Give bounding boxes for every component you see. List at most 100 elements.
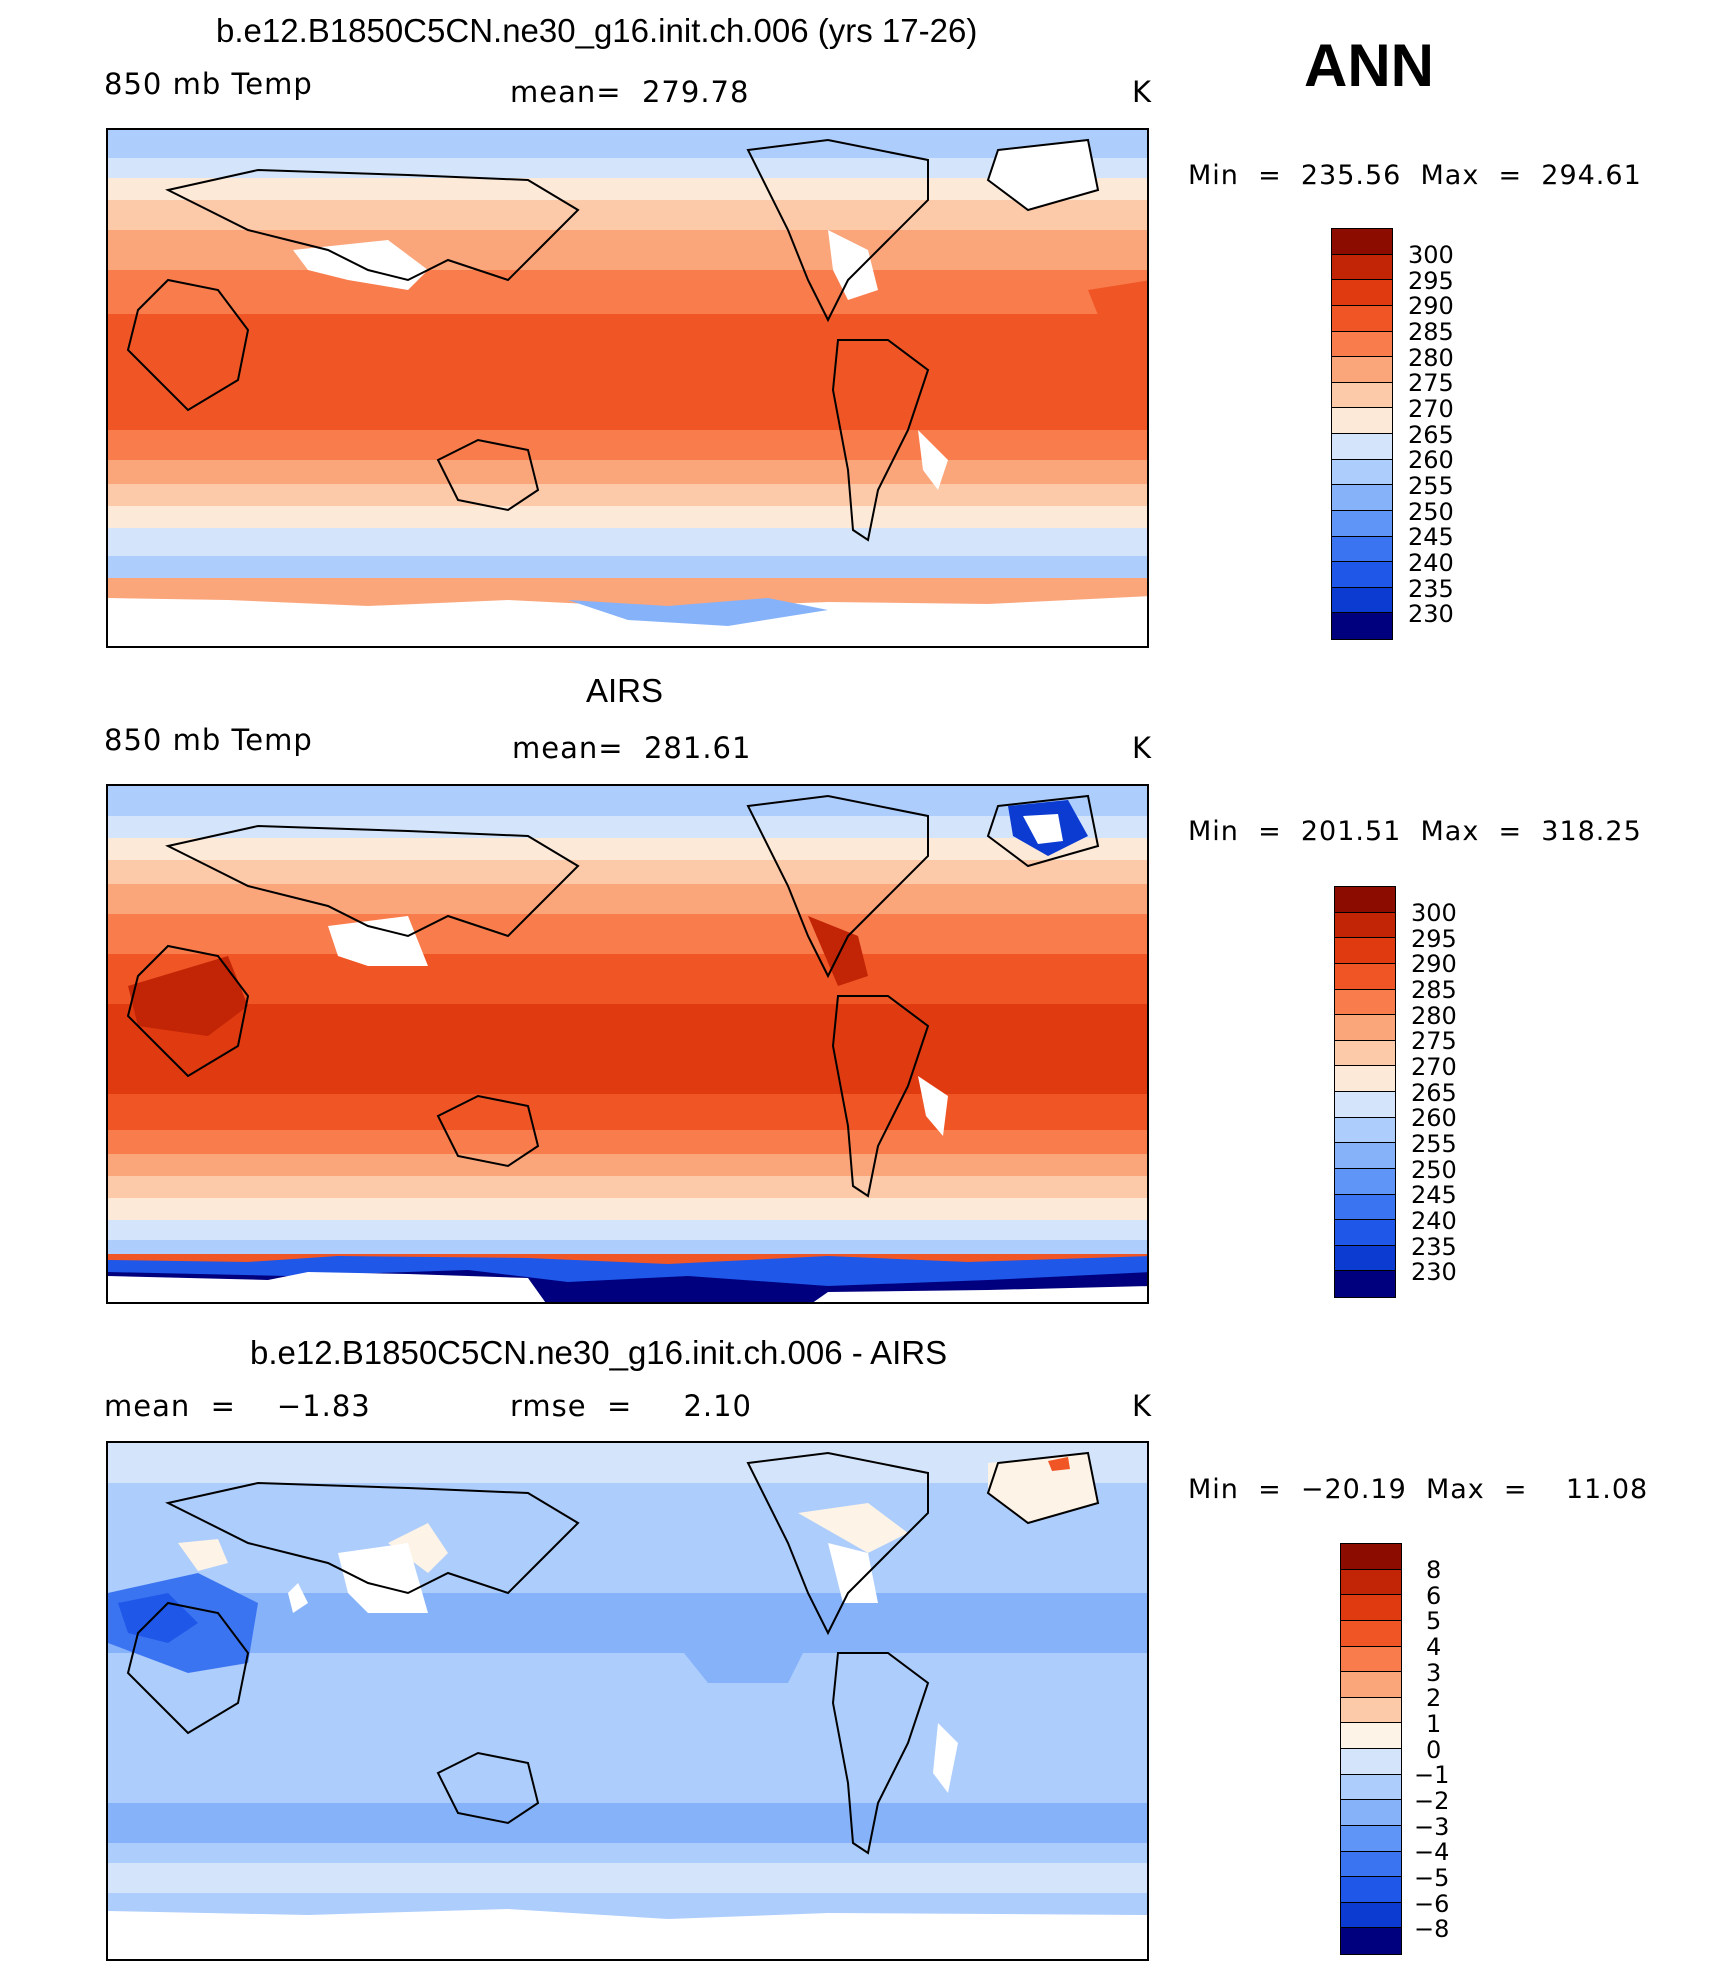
panel3-colorbar-bin: [1341, 1569, 1401, 1596]
panel1-colorbar-bin: [1332, 305, 1392, 332]
panel3-colorbar-bin: [1341, 1800, 1401, 1826]
panel3-colorbar-tick: −1: [1414, 1761, 1450, 1789]
panel3-colorbar-bin: [1341, 1595, 1401, 1621]
panel3-colorbar-tick: −8: [1414, 1915, 1450, 1943]
panel2-colorbar-tick: 230: [1411, 1258, 1457, 1286]
panel3-colorbar-bin: [1341, 1749, 1401, 1775]
panel2-colorbar-tick: 235: [1411, 1233, 1457, 1261]
panel1-colorbar-tick: 265: [1408, 421, 1454, 449]
panel2-colorbar-tick: 295: [1411, 925, 1457, 953]
panel1-colorbar-bin: [1332, 613, 1392, 639]
panel3-colorbar-bin: [1341, 1697, 1401, 1724]
panel3-colorbar-tick: −2: [1414, 1787, 1450, 1815]
panel3-colorbar-tick: 3: [1426, 1659, 1442, 1687]
panel1-colorbar-bin: [1332, 382, 1392, 409]
panel1-map: [106, 128, 1149, 648]
panel2-colorbar-bin: [1335, 1245, 1395, 1272]
panel2-colorbar-bin: [1335, 1168, 1395, 1195]
panel2-colorbar-bin: [1335, 989, 1395, 1016]
panel1-colorbar-bin: [1332, 562, 1392, 588]
panel2-units: K: [1132, 731, 1153, 765]
panel3-colorbar-tick: 4: [1426, 1633, 1442, 1661]
panel2-map: [106, 784, 1149, 1304]
panel2-colorbar-tick: 250: [1411, 1156, 1457, 1184]
panel2-colorbar-bin: [1335, 912, 1395, 939]
panel1-colorbar-tick: 240: [1408, 549, 1454, 577]
panel1-variable-label: 850 mb Temp: [104, 67, 313, 101]
panel1-colorbar-tick: 300: [1408, 241, 1454, 269]
panel2-colorbar-bin: [1335, 1117, 1395, 1144]
panel2-colorbar-tick: 260: [1411, 1104, 1457, 1132]
panel1-colorbar-bin: [1332, 280, 1392, 306]
panel2-colorbar-bin: [1335, 938, 1395, 964]
panel3-minmax: Min = −20.19 Max = 11.08: [1188, 1474, 1649, 1505]
panel3-colorbar-bin: [1341, 1646, 1401, 1673]
panel1-colorbar-bin: [1332, 357, 1392, 383]
panel2-colorbar-bin: [1335, 1015, 1395, 1041]
panel3-colorbar-tick: −6: [1414, 1890, 1450, 1918]
panel2-colorbar-tick: 265: [1411, 1079, 1457, 1107]
panel2-colorbar-tick: 255: [1411, 1130, 1457, 1158]
panel1-colorbar-bin: [1332, 434, 1392, 460]
panel3-colorbar-tick: 8: [1426, 1556, 1442, 1584]
panel3-colorbar: [1340, 1543, 1402, 1955]
panel1-colorbar-tick: 270: [1408, 395, 1454, 423]
panel3-colorbar-bin: [1341, 1672, 1401, 1698]
panel2-colorbar-bin: [1335, 1092, 1395, 1118]
panel1-colorbar-bin: [1332, 459, 1392, 486]
season-label: ANN: [1304, 32, 1434, 99]
panel1-colorbar-tick: 235: [1408, 575, 1454, 603]
panel1-colorbar-tick: 250: [1408, 498, 1454, 526]
panel1-map-svg: [108, 130, 1147, 646]
panel3-colorbar-bin: [1341, 1723, 1401, 1749]
panel2-colorbar-bin: [1335, 1040, 1395, 1067]
panel2-colorbar-tick: 270: [1411, 1053, 1457, 1081]
panel2-colorbar-tick: 240: [1411, 1207, 1457, 1235]
panel3-colorbar-tick: 2: [1426, 1684, 1442, 1712]
panel1-mean-label: mean= 279.78: [510, 75, 750, 109]
panel2-colorbar-tick: 280: [1411, 1002, 1457, 1030]
panel1-colorbar-tick: 275: [1408, 369, 1454, 397]
panel1-units: K: [1132, 75, 1153, 109]
panel3-colorbar-tick: 1: [1426, 1710, 1442, 1738]
panel3-colorbar-tick: −4: [1414, 1838, 1450, 1866]
panel3-colorbar-bin: [1341, 1928, 1401, 1954]
panel1-colorbar-tick: 260: [1408, 446, 1454, 474]
panel3-colorbar-bin: [1341, 1902, 1401, 1929]
panel3-mean-label: mean = −1.83: [104, 1389, 371, 1423]
panel3-colorbar-tick: −3: [1414, 1813, 1450, 1841]
panel1-colorbar-bin: [1332, 331, 1392, 358]
panel1-colorbar-bin: [1332, 408, 1392, 434]
panel2-colorbar-bin: [1335, 1066, 1395, 1092]
panel2-mean-label: mean= 281.61: [512, 731, 752, 765]
panel2-colorbar-tick: 245: [1411, 1181, 1457, 1209]
panel1-title: b.e12.B1850C5CN.ne30_g16.init.ch.006 (yr…: [216, 12, 978, 49]
panel3-title: b.e12.B1850C5CN.ne30_g16.init.ch.006 - A…: [250, 1334, 948, 1371]
panel3-colorbar-bin: [1341, 1825, 1401, 1852]
panel2-colorbar-bin: [1335, 963, 1395, 990]
panel1-colorbar-tick: 295: [1408, 267, 1454, 295]
panel2-colorbar-bin: [1335, 1271, 1395, 1297]
panel1-colorbar-tick: 290: [1408, 292, 1454, 320]
panel3-colorbar-bin: [1341, 1851, 1401, 1878]
panel3-colorbar-bin: [1341, 1774, 1401, 1801]
panel2-variable-label: 850 mb Temp: [104, 723, 313, 757]
panel2-colorbar: [1334, 886, 1396, 1298]
panel1-colorbar-bin: [1332, 587, 1392, 614]
panel3-map: [106, 1441, 1149, 1961]
panel2-colorbar-bin: [1335, 1143, 1395, 1169]
panel2-map-svg: [108, 786, 1147, 1302]
panel1-colorbar-tick: 285: [1408, 318, 1454, 346]
panel3-colorbar-tick: −5: [1414, 1864, 1450, 1892]
panel3-map-svg: [108, 1443, 1147, 1959]
panel2-colorbar-tick: 275: [1411, 1027, 1457, 1055]
panel3-colorbar-bin: [1341, 1620, 1401, 1647]
panel1-colorbar-bin: [1332, 229, 1392, 255]
panel2-colorbar-tick: 285: [1411, 976, 1457, 1004]
panel2-colorbar-bin: [1335, 1194, 1395, 1221]
panel1-colorbar-tick: 280: [1408, 344, 1454, 372]
panel2-title: AIRS: [586, 672, 664, 709]
panel2-colorbar-tick: 300: [1411, 899, 1457, 927]
panel1-colorbar-bin: [1332, 485, 1392, 511]
panel3-colorbar-bin: [1341, 1544, 1401, 1570]
